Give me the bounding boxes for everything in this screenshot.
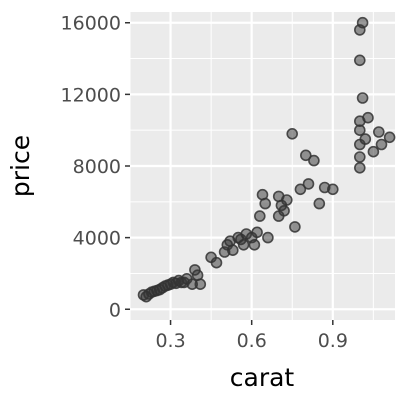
axis-ticks xyxy=(125,21,334,325)
data-point xyxy=(294,183,307,196)
y-tick-label: 4000 xyxy=(73,228,121,250)
x-tick-label: 0.9 xyxy=(318,330,348,352)
data-point xyxy=(299,149,312,162)
data-point xyxy=(313,197,326,210)
data-point xyxy=(362,111,374,124)
data-point xyxy=(280,194,293,206)
grid-lines xyxy=(129,12,395,320)
y-tick-label: 12000 xyxy=(61,84,121,106)
tick-labels: 0.3 0.6 0.9 0 4000 8000 12000 16000 xyxy=(61,13,348,352)
y-axis-title: price xyxy=(6,135,35,197)
data-point xyxy=(356,92,369,104)
data-point xyxy=(227,244,239,256)
data-point xyxy=(259,197,272,210)
data-point xyxy=(251,226,263,239)
data-point xyxy=(278,205,290,217)
data-points xyxy=(137,16,396,303)
x-tick-label: 0.6 xyxy=(237,330,267,352)
y-tick-label: 8000 xyxy=(73,156,121,178)
data-point xyxy=(194,278,207,291)
x-axis-title: carat xyxy=(230,363,295,392)
data-point xyxy=(289,221,301,233)
data-point xyxy=(326,183,339,196)
data-point xyxy=(372,126,385,138)
data-point xyxy=(286,128,299,140)
x-tick-label: 0.3 xyxy=(155,330,185,352)
data-point xyxy=(353,54,366,67)
data-point xyxy=(308,154,320,167)
data-point xyxy=(262,231,274,244)
data-point xyxy=(302,178,315,190)
data-point xyxy=(248,239,261,251)
data-point xyxy=(253,210,266,222)
data-point xyxy=(359,133,372,145)
data-point xyxy=(375,138,388,151)
data-point xyxy=(383,131,396,144)
data-point xyxy=(353,151,366,163)
y-tick-label: 16000 xyxy=(61,13,121,35)
data-point xyxy=(210,256,223,269)
data-point xyxy=(356,16,369,29)
data-point xyxy=(367,145,380,158)
y-tick-label: 0 xyxy=(109,299,121,321)
data-point xyxy=(237,239,250,251)
data-point xyxy=(353,162,366,174)
